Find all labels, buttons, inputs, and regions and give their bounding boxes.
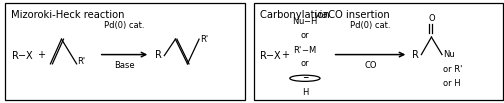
Text: +: + — [281, 50, 289, 60]
Text: R: R — [412, 50, 419, 60]
Text: O: O — [428, 14, 435, 23]
Text: Pd(0) cat.: Pd(0) cat. — [104, 21, 145, 30]
Text: R$-$X: R$-$X — [259, 49, 282, 61]
Text: or H: or H — [443, 79, 461, 88]
FancyBboxPatch shape — [5, 3, 245, 100]
Text: Carbonylation: Carbonylation — [260, 10, 333, 20]
Text: +: + — [37, 50, 45, 60]
Text: R: R — [155, 50, 162, 60]
Text: via: via — [313, 10, 328, 20]
Text: CO: CO — [364, 61, 376, 70]
Text: or: or — [300, 59, 309, 68]
Text: Nu: Nu — [443, 50, 455, 59]
Text: or: or — [300, 30, 309, 40]
FancyBboxPatch shape — [254, 3, 503, 100]
Text: Pd(0) cat.: Pd(0) cat. — [350, 21, 391, 30]
Text: R': R' — [200, 35, 208, 44]
Text: or R': or R' — [443, 64, 462, 74]
Text: H: H — [302, 88, 308, 97]
Text: R': R' — [78, 57, 86, 66]
Text: Base: Base — [114, 61, 135, 70]
Text: Mizoroki-Heck reaction: Mizoroki-Heck reaction — [11, 10, 124, 20]
Text: R$-$X: R$-$X — [11, 49, 34, 61]
Text: R'$-$M: R'$-$M — [293, 44, 317, 55]
Text: −: − — [302, 73, 308, 82]
Text: CO insertion: CO insertion — [325, 10, 390, 20]
Text: Nu$-$H: Nu$-$H — [292, 15, 318, 26]
